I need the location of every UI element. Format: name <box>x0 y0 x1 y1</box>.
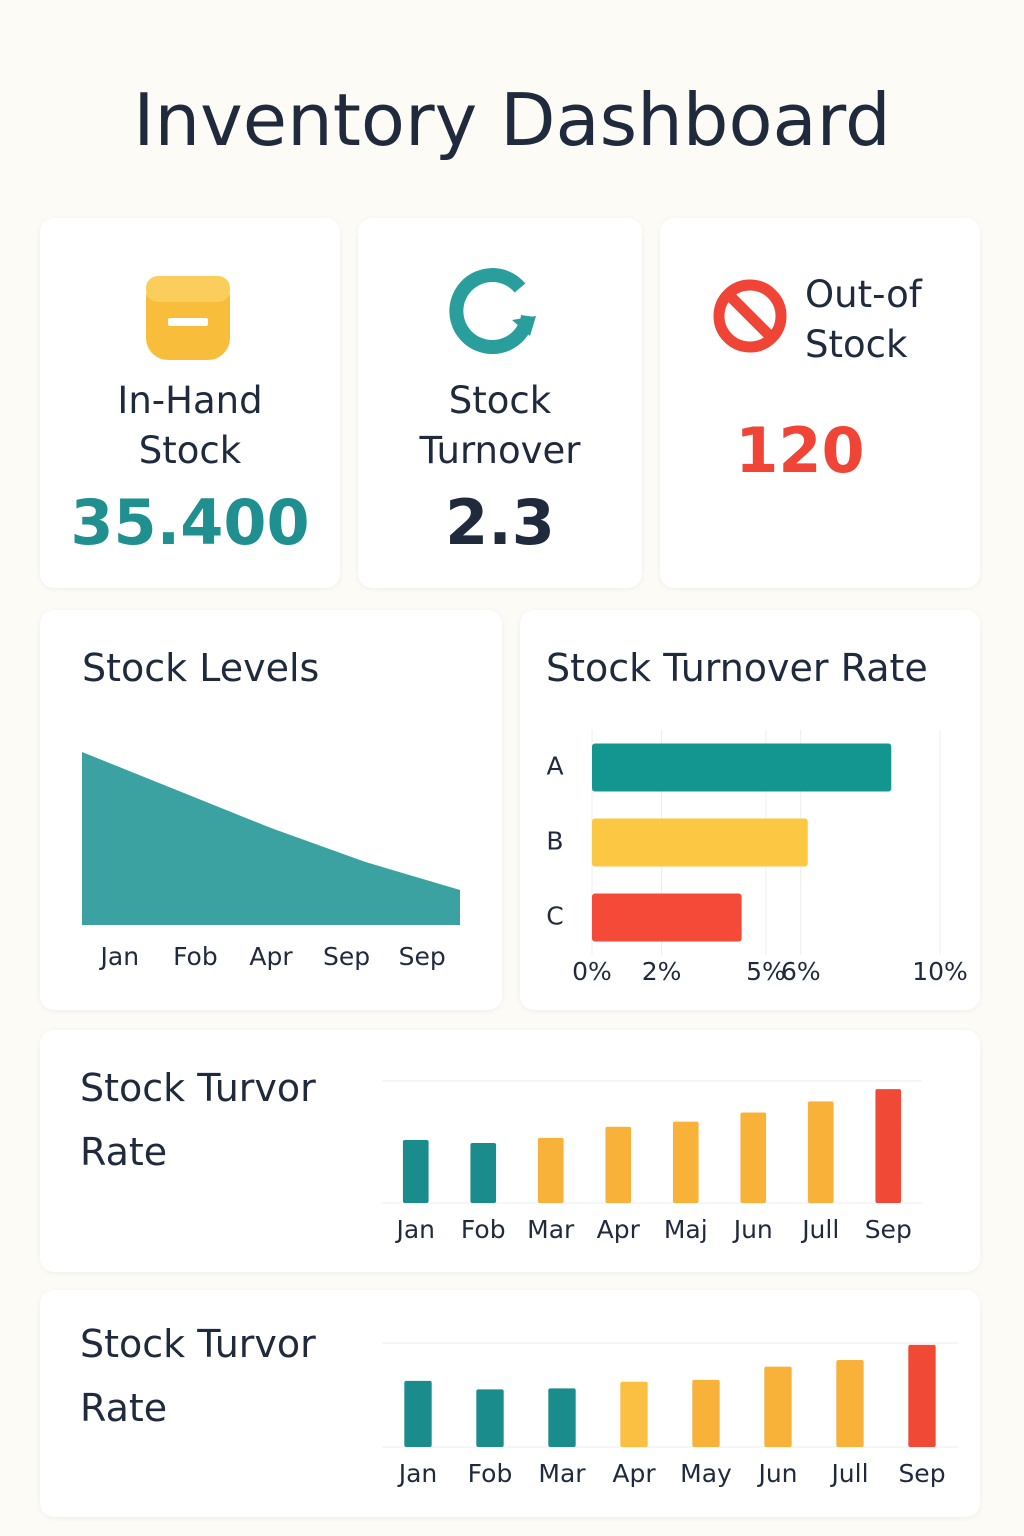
chart-card: Stock Levels Jan Fob Apr Sep Sep <box>40 610 502 1010</box>
bar <box>807 1101 834 1203</box>
chart: Jan Fob Mar Apr May Jun Jull Sep <box>382 1342 958 1488</box>
icon <box>449 268 536 354</box>
bar <box>692 1379 720 1447</box>
x-tick-label: Sep <box>399 942 446 971</box>
x-tick-label: Jull <box>800 1215 839 1244</box>
x-tick-label: Fob <box>173 942 218 971</box>
kpi-value: 2.3 <box>445 486 555 559</box>
bar <box>548 1388 576 1447</box>
bar <box>908 1344 936 1447</box>
x-tick-label: Jun <box>732 1215 773 1244</box>
kpi-label: In-Hand Stock <box>117 379 263 472</box>
x-tick-label: May <box>680 1459 732 1488</box>
bar <box>404 1380 432 1447</box>
chart-title: Stock Levels <box>82 646 320 690</box>
bar <box>537 1137 564 1203</box>
x-tick-label: Sep <box>865 1215 912 1244</box>
bar <box>592 743 892 792</box>
kpi-value: 35.400 <box>70 486 310 559</box>
chart: Jan Fob Mar Apr Maj Jun Jull Sep <box>382 1080 922 1244</box>
x-tick-label: 2% <box>642 957 682 986</box>
chart-title: Stock Turvor Rate <box>80 1322 316 1430</box>
icon <box>713 279 787 353</box>
x-tick-label: Apr <box>249 942 293 971</box>
chart-card: Stock Turvor Rate Jan Fob Mar Apr May Jun Jull… <box>40 1290 980 1517</box>
bar <box>875 1089 902 1203</box>
x-tick-label: 10% <box>912 957 968 986</box>
x-tick-label: Maj <box>664 1215 708 1244</box>
bar <box>764 1366 792 1447</box>
x-tick-label: Jan <box>397 1459 438 1488</box>
icon <box>146 276 230 360</box>
y-tick-label: B <box>546 827 563 856</box>
bar <box>470 1143 497 1203</box>
x-tick-label: Apr <box>612 1459 656 1488</box>
chart-card: Stock Turnover Rate 0% 2% 5% 6% 10% A B C <box>520 610 980 1010</box>
kpi-label: Stock Turnover <box>419 379 581 472</box>
dashboard-title: Inventory Dashboard <box>133 78 891 162</box>
x-tick-label: Apr <box>597 1215 641 1244</box>
bar <box>592 818 808 867</box>
bar <box>592 893 742 942</box>
x-tick-label: 0% <box>572 957 612 986</box>
bar <box>605 1126 632 1203</box>
kpi-card: Out-of Stock 120 <box>660 218 980 588</box>
x-tick-label: Jan <box>394 1215 435 1244</box>
kpi-card: In-Hand Stock 35.400 <box>40 218 340 588</box>
bar <box>672 1121 699 1203</box>
x-tick-label: Jun <box>756 1459 797 1488</box>
kpi-card: Stock Turnover 2.3 <box>358 218 642 588</box>
x-tick-label: Sep <box>898 1459 945 1488</box>
chart-title: Stock Turnover Rate <box>546 646 928 690</box>
kpi-value: 120 <box>735 414 865 487</box>
bar <box>740 1112 767 1203</box>
area <box>82 752 460 925</box>
bar <box>476 1389 504 1447</box>
x-tick-label: Sep <box>323 942 370 971</box>
x-tick-label: 6% <box>781 957 821 986</box>
x-tick-label: Jan <box>99 942 140 971</box>
x-tick-label: Fob <box>461 1215 506 1244</box>
x-tick-label: 5% <box>746 957 786 986</box>
chart-card: Stock Turvor Rate Jan Fob Mar Apr Maj Jun Jull… <box>40 1030 980 1272</box>
bar <box>402 1139 429 1203</box>
bar <box>836 1360 864 1447</box>
x-tick-label: Mar <box>538 1459 586 1488</box>
y-tick-label: A <box>546 752 563 781</box>
x-tick-label: Fob <box>468 1459 513 1488</box>
chart-title: Stock Turvor Rate <box>80 1066 316 1174</box>
bar <box>620 1381 648 1447</box>
y-tick-label: C <box>546 902 563 931</box>
x-tick-label: Jull <box>829 1459 868 1488</box>
kpi-label: Out-of Stock <box>805 273 922 366</box>
chart: Jan Fob Apr Sep Sep <box>82 752 460 971</box>
chart: 0% 2% 5%6% 10% A B C <box>546 730 968 986</box>
x-tick-label: Mar <box>527 1215 575 1244</box>
